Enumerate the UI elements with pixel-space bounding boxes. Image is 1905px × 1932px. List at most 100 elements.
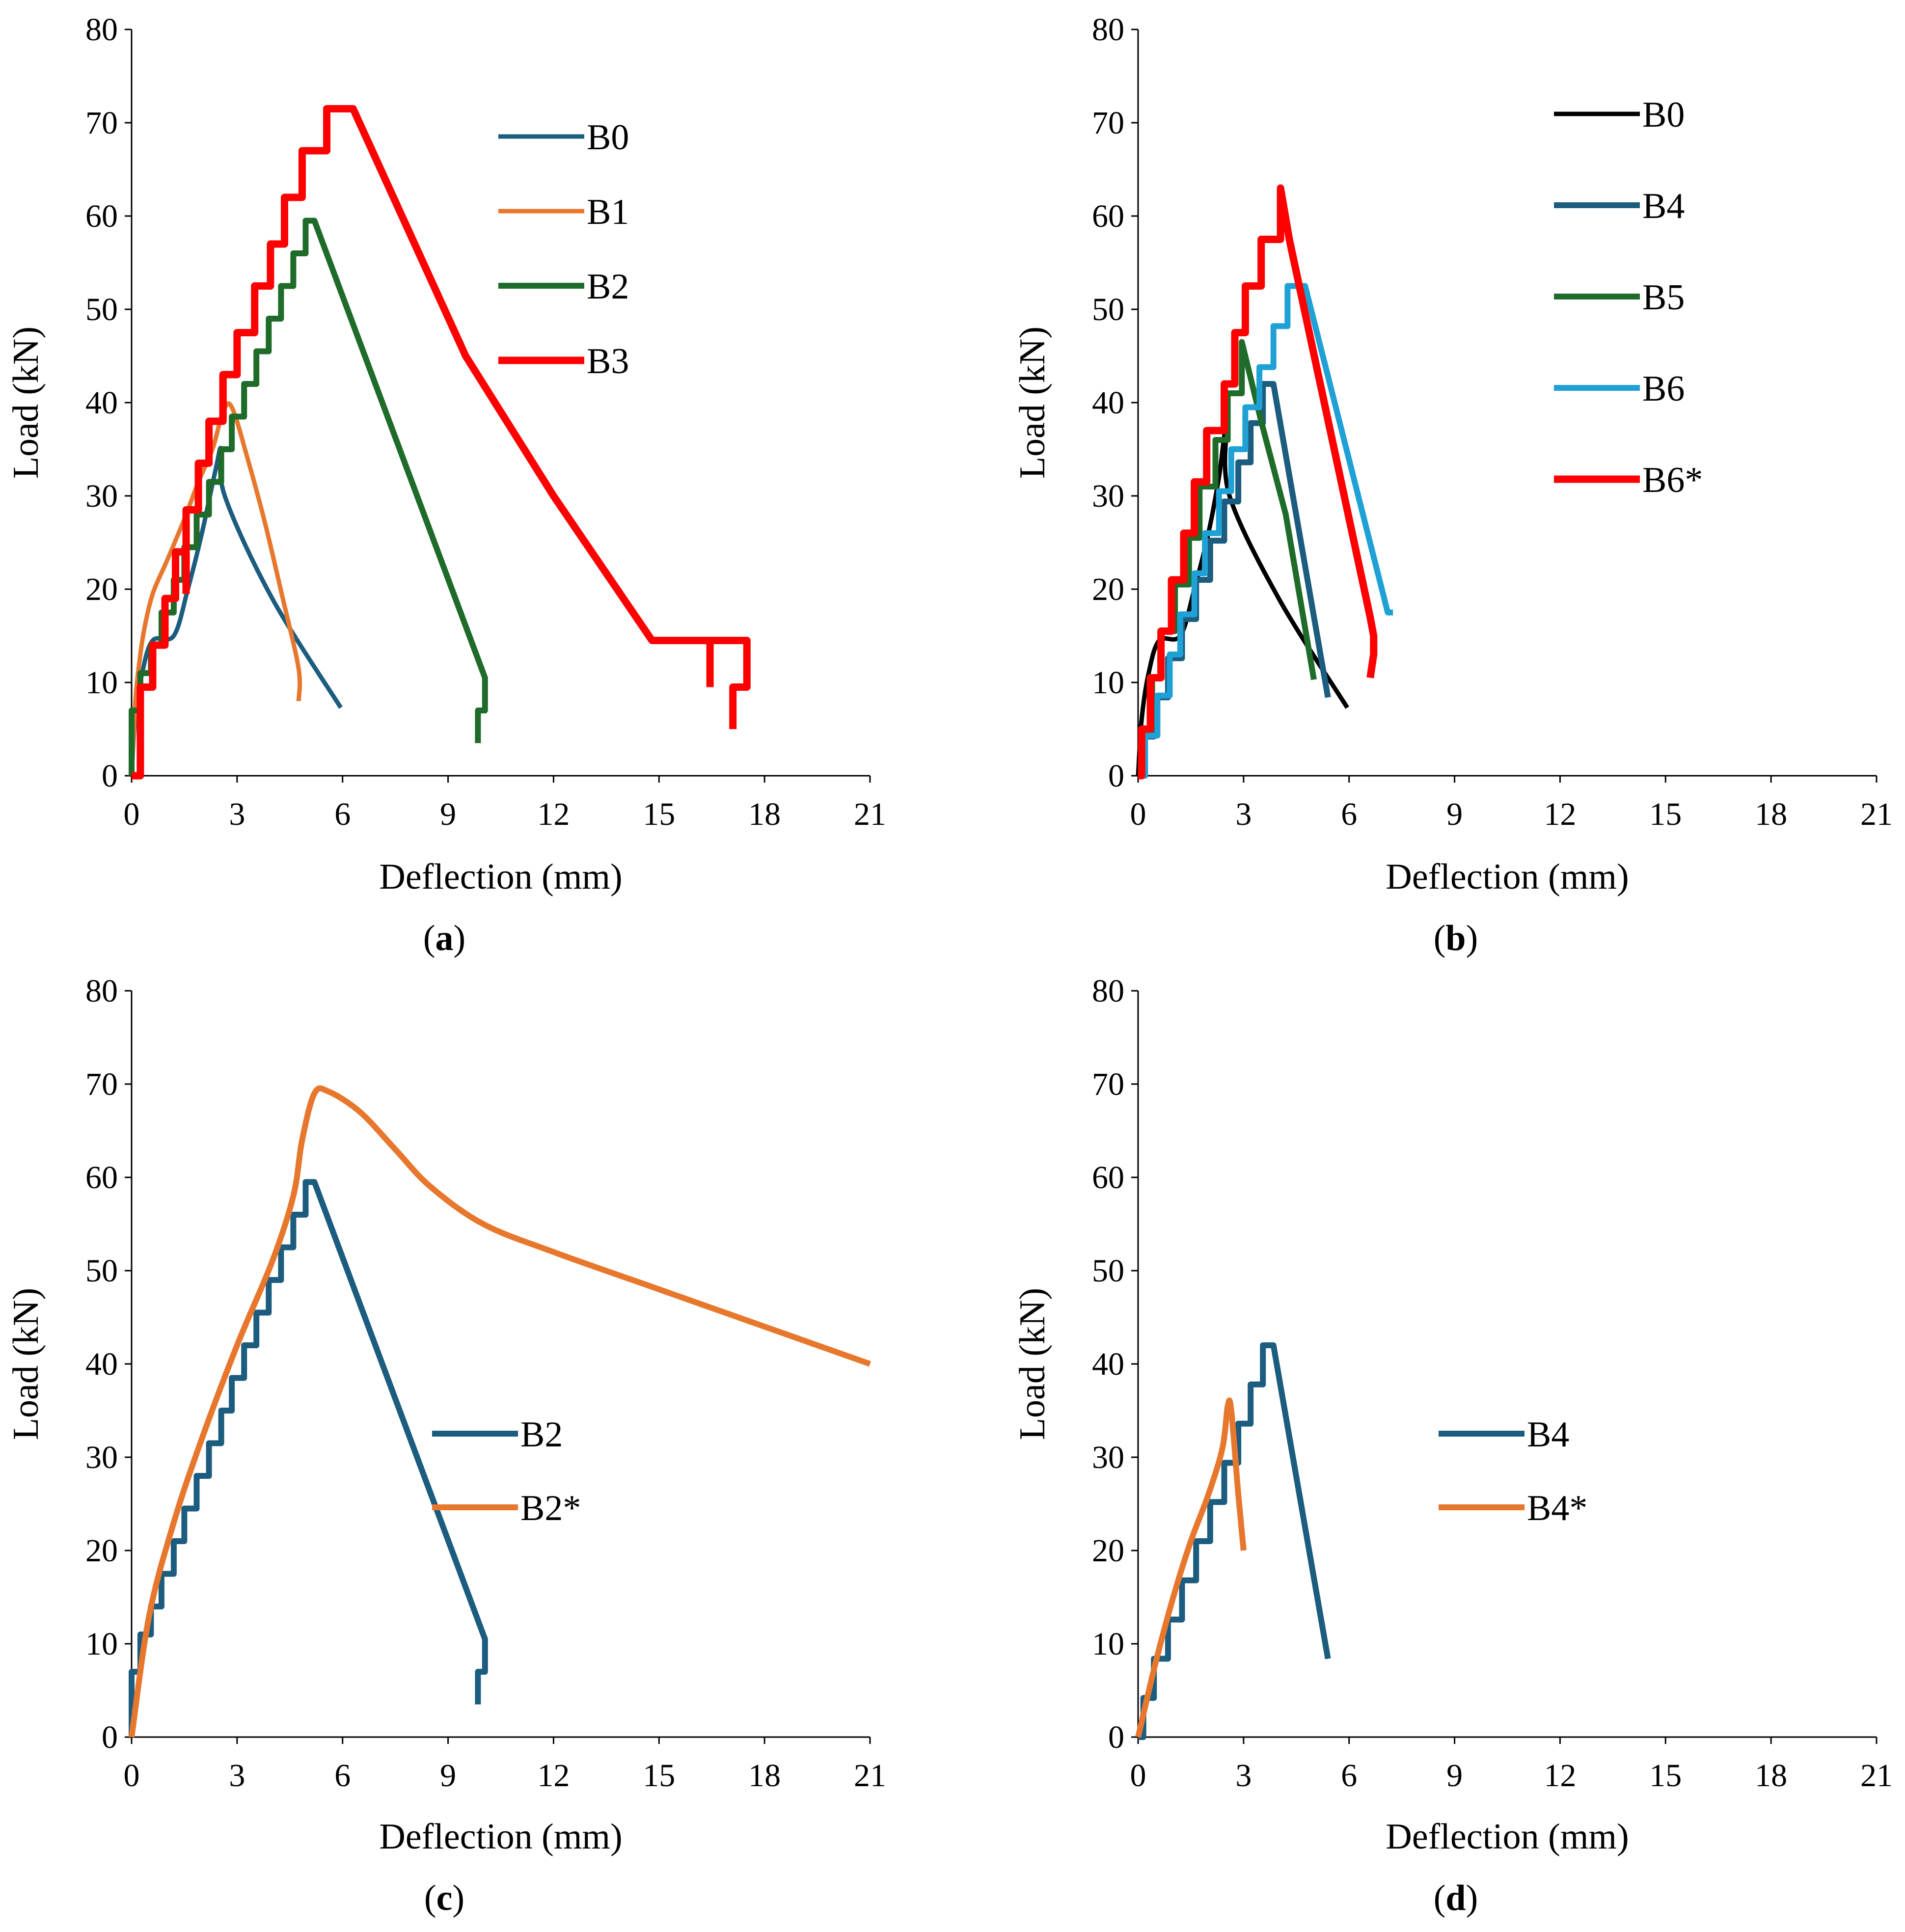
y-tick-label: 10 xyxy=(1092,665,1124,701)
x-tick-label: 3 xyxy=(1235,1758,1252,1794)
x-tick-label: 21 xyxy=(1860,796,1893,832)
series-line-b3 xyxy=(132,105,751,780)
y-axis-label: Load (kN) xyxy=(1012,327,1053,479)
y-tick-label: 20 xyxy=(1092,571,1124,607)
series-line-b2 xyxy=(129,218,488,776)
x-axis-label: Deflection (mm) xyxy=(379,1817,622,1857)
x-tick-label: 12 xyxy=(1544,796,1576,832)
caption-paren-close: ) xyxy=(1466,918,1478,958)
caption-paren-close: ) xyxy=(454,918,466,958)
y-tick-label: 60 xyxy=(1092,198,1124,234)
y-tick-label: 70 xyxy=(85,1066,118,1102)
legend-label: B6 xyxy=(1642,369,1685,409)
caption-paren-close: ) xyxy=(452,1878,464,1918)
x-tick-label: 15 xyxy=(643,796,675,832)
caption-paren-close: ) xyxy=(1466,1878,1478,1918)
y-tick-label: 0 xyxy=(102,1719,118,1755)
y-tick-label: 30 xyxy=(85,478,118,514)
panel-caption: (a) xyxy=(423,918,465,958)
y-tick-label: 80 xyxy=(85,12,118,48)
x-tick-label: 12 xyxy=(537,796,570,832)
y-tick-label: 20 xyxy=(85,1533,118,1569)
legend-label: B4* xyxy=(1527,1488,1587,1528)
x-tick-label: 21 xyxy=(1860,1758,1893,1794)
series-line-b6 xyxy=(1138,283,1393,779)
x-axis-label: Deflection (mm) xyxy=(1386,857,1629,897)
y-tick-label: 60 xyxy=(85,198,118,234)
x-axis-label: Deflection (mm) xyxy=(379,857,622,897)
caption-paren-open: ( xyxy=(423,918,435,958)
x-tick-label: 0 xyxy=(1130,796,1146,832)
x-tick-label: 9 xyxy=(1446,1758,1463,1794)
chart-panel-c: 0 10 20 30 40 50 60 70 80 0 3 6 9 12 15 18 21 Deflection … xyxy=(6,973,886,1918)
x-tick-label: 18 xyxy=(748,796,781,832)
x-tick-label: 18 xyxy=(748,1758,781,1794)
chart-panel-a: 0 10 20 30 40 50 60 70 80 0 3 6 9 12 15 18 21 Deflection … xyxy=(6,12,886,958)
x-tick-label: 21 xyxy=(854,1758,886,1794)
y-tick-label: 60 xyxy=(1092,1160,1124,1196)
y-tick-label: 50 xyxy=(1092,292,1124,327)
chart-panel-b: 0 10 20 30 40 50 60 70 80 0 3 6 9 12 15 18 21 Deflection … xyxy=(1012,12,1893,958)
caption-letter: c xyxy=(436,1878,453,1918)
x-tick-label: 18 xyxy=(1755,796,1787,832)
y-tick-label: 80 xyxy=(1092,12,1124,48)
y-tick-label: 50 xyxy=(1092,1253,1124,1289)
x-tick-label: 9 xyxy=(440,796,456,832)
caption-paren-open: ( xyxy=(1434,918,1446,958)
caption-paren-open: ( xyxy=(424,1878,436,1918)
legend-label: B4 xyxy=(1527,1415,1569,1455)
legend-label: B0 xyxy=(1642,95,1685,135)
y-tick-label: 20 xyxy=(85,571,118,607)
x-tick-label: 6 xyxy=(1341,1758,1357,1794)
series-line-b6-star xyxy=(1138,184,1378,780)
x-axis-label: Deflection (mm) xyxy=(1386,1817,1629,1857)
y-tick-label: 30 xyxy=(85,1440,118,1475)
y-tick-label: 0 xyxy=(102,758,118,794)
x-tick-label: 21 xyxy=(854,796,886,832)
legend-label: B5 xyxy=(1642,277,1685,318)
chart-panel-d: 0 10 20 30 40 50 60 70 80 0 3 6 9 12 15 18 21 Deflection … xyxy=(1012,973,1893,1918)
x-tick-label: 3 xyxy=(1235,796,1252,832)
y-tick-label: 70 xyxy=(1092,1066,1124,1102)
y-tick-label: 80 xyxy=(1092,973,1124,1009)
y-tick-label: 0 xyxy=(1108,1719,1124,1755)
legend-label: B2* xyxy=(520,1488,581,1528)
y-tick-label: 40 xyxy=(1092,385,1124,421)
x-tick-label: 9 xyxy=(440,1758,456,1794)
x-tick-label: 12 xyxy=(1544,1758,1576,1794)
x-tick-label: 3 xyxy=(229,1758,245,1794)
caption-paren-open: ( xyxy=(1434,1878,1446,1918)
series-line-b2-star xyxy=(129,1085,871,1738)
x-tick-label: 18 xyxy=(1755,1758,1787,1794)
x-tick-label: 6 xyxy=(334,1758,351,1794)
y-tick-label: 40 xyxy=(1092,1346,1124,1382)
y-tick-label: 10 xyxy=(1092,1626,1124,1662)
y-axis-label: Load (kN) xyxy=(1012,1288,1053,1440)
x-tick-label: 15 xyxy=(643,1758,675,1794)
y-tick-label: 20 xyxy=(1092,1533,1124,1569)
legend-label: B2 xyxy=(587,267,629,307)
y-tick-label: 80 xyxy=(85,973,118,1009)
x-tick-label: 3 xyxy=(229,796,245,832)
y-axis-label: Load (kN) xyxy=(6,1288,46,1440)
x-tick-label: 12 xyxy=(537,1758,570,1794)
series-line-b4-star xyxy=(1135,1397,1247,1738)
y-tick-label: 50 xyxy=(85,1253,118,1289)
legend-label: B4 xyxy=(1642,186,1685,226)
legend-label: B6* xyxy=(1642,460,1703,500)
caption-letter: d xyxy=(1445,1878,1466,1918)
series-line-b0 xyxy=(1136,428,1349,776)
x-tick-label: 15 xyxy=(1649,1758,1682,1794)
x-tick-label: 0 xyxy=(124,796,140,832)
y-tick-label: 30 xyxy=(1092,1440,1124,1475)
y-axis-label: Load (kN) xyxy=(6,327,46,479)
caption-letter: a xyxy=(435,918,454,958)
caption-letter: b xyxy=(1445,918,1466,958)
x-tick-label: 0 xyxy=(124,1758,140,1794)
x-tick-label: 0 xyxy=(1130,1758,1146,1794)
y-tick-label: 0 xyxy=(1108,758,1124,794)
x-tick-label: 15 xyxy=(1649,796,1682,832)
x-tick-label: 6 xyxy=(334,796,351,832)
series-line-b2 xyxy=(129,1179,488,1737)
